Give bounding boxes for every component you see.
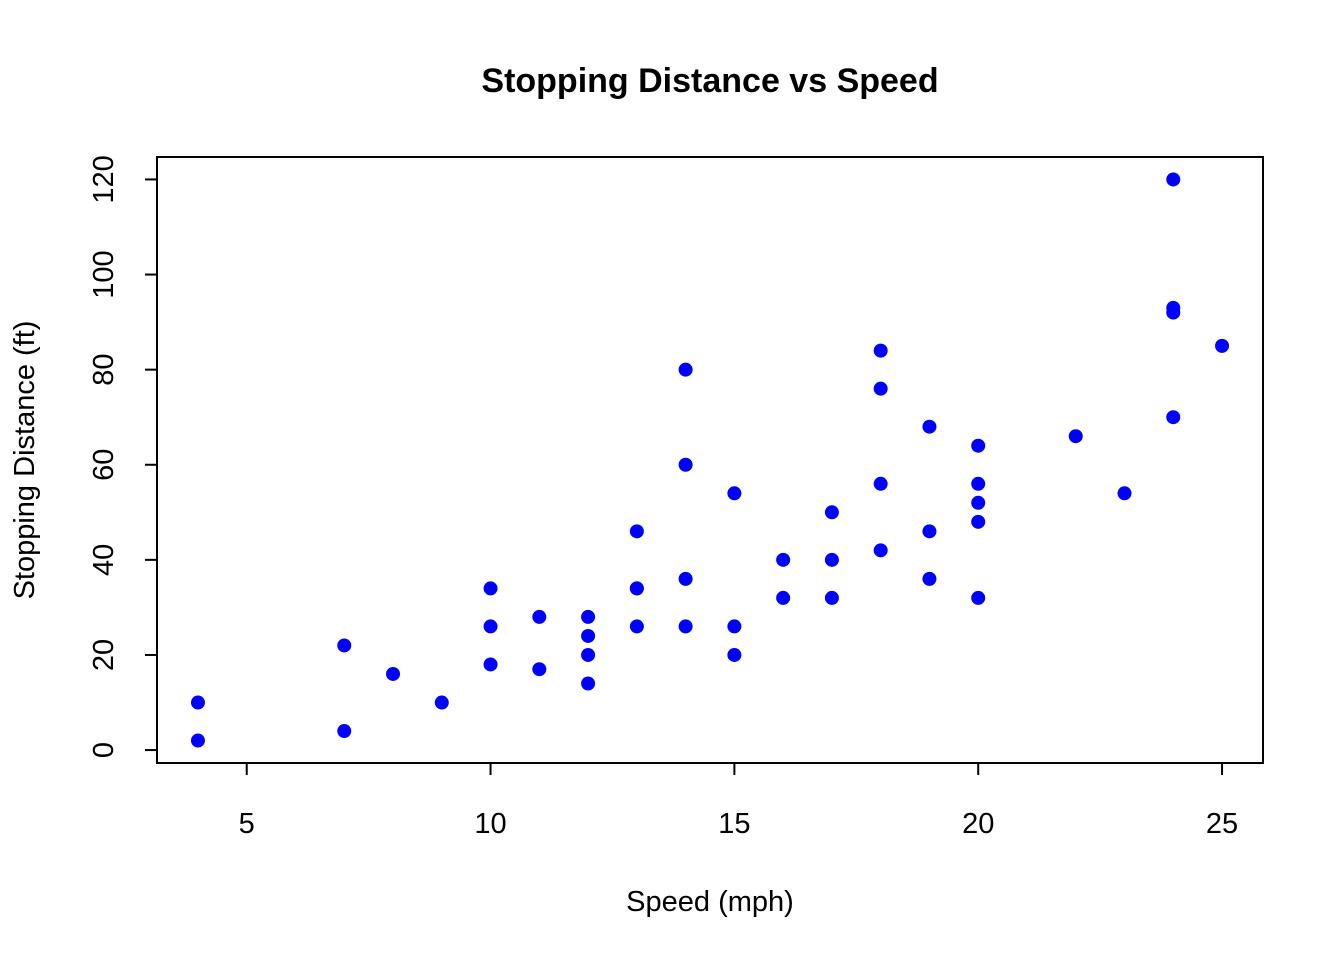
data-point bbox=[873, 343, 888, 358]
chart-title: Stopping Distance vs Speed bbox=[481, 62, 938, 100]
data-point bbox=[337, 638, 352, 653]
data-point bbox=[581, 628, 596, 643]
data-point bbox=[532, 609, 547, 624]
data-point bbox=[483, 619, 498, 634]
data-point bbox=[727, 486, 742, 501]
data-point bbox=[776, 552, 791, 567]
data-point bbox=[386, 666, 401, 681]
x-tick-label: 10 bbox=[474, 808, 506, 840]
x-tick-label: 5 bbox=[239, 808, 255, 840]
data-point bbox=[581, 609, 596, 624]
data-point bbox=[581, 647, 596, 662]
data-point bbox=[727, 619, 742, 634]
y-tick-label: 20 bbox=[88, 639, 120, 671]
data-point bbox=[190, 733, 205, 748]
data-point bbox=[337, 724, 352, 739]
data-point bbox=[1215, 338, 1230, 353]
data-point bbox=[581, 676, 596, 691]
y-tick-label: 100 bbox=[88, 250, 120, 298]
data-point bbox=[532, 662, 547, 677]
data-point bbox=[824, 505, 839, 520]
data-point bbox=[1166, 300, 1181, 315]
x-tick-label: 20 bbox=[962, 808, 994, 840]
y-tick-label: 120 bbox=[88, 155, 120, 203]
data-point bbox=[873, 476, 888, 491]
data-point bbox=[678, 457, 693, 472]
data-point bbox=[727, 647, 742, 662]
y-tick-label: 40 bbox=[88, 544, 120, 576]
data-point bbox=[1166, 410, 1181, 425]
x-tick-label: 15 bbox=[718, 808, 750, 840]
data-point bbox=[971, 476, 986, 491]
data-point bbox=[776, 590, 791, 605]
data-point bbox=[1068, 429, 1083, 444]
data-points bbox=[190, 172, 1230, 748]
x-tick-label: 25 bbox=[1206, 808, 1238, 840]
y-tick-label: 0 bbox=[88, 742, 120, 758]
data-point bbox=[873, 381, 888, 396]
data-point bbox=[678, 619, 693, 634]
x-axis: 5 10 15 20 25 bbox=[239, 762, 1238, 840]
y-tick-label: 60 bbox=[88, 449, 120, 481]
data-point bbox=[434, 695, 449, 710]
data-point bbox=[824, 552, 839, 567]
data-point bbox=[483, 657, 498, 672]
data-point bbox=[971, 590, 986, 605]
data-point bbox=[1166, 172, 1181, 187]
data-point bbox=[190, 695, 205, 710]
data-point bbox=[971, 438, 986, 453]
data-point bbox=[971, 495, 986, 510]
data-point bbox=[971, 514, 986, 529]
data-point bbox=[1117, 486, 1132, 501]
data-point bbox=[678, 571, 693, 586]
data-point bbox=[629, 581, 644, 596]
data-point bbox=[873, 543, 888, 558]
data-point bbox=[629, 619, 644, 634]
data-point bbox=[922, 419, 937, 434]
data-point bbox=[629, 524, 644, 539]
y-axis-label: Stopping Distance (ft) bbox=[9, 321, 41, 600]
data-point bbox=[922, 524, 937, 539]
data-point bbox=[922, 571, 937, 586]
x-axis-label: Speed (mph) bbox=[626, 886, 794, 918]
data-point bbox=[824, 590, 839, 605]
data-point bbox=[483, 581, 498, 596]
y-axis: 0 20 40 60 80 100 120 bbox=[88, 155, 158, 758]
y-tick-label: 80 bbox=[88, 354, 120, 386]
plot-area-frame bbox=[156, 156, 1264, 764]
data-point bbox=[678, 362, 693, 377]
